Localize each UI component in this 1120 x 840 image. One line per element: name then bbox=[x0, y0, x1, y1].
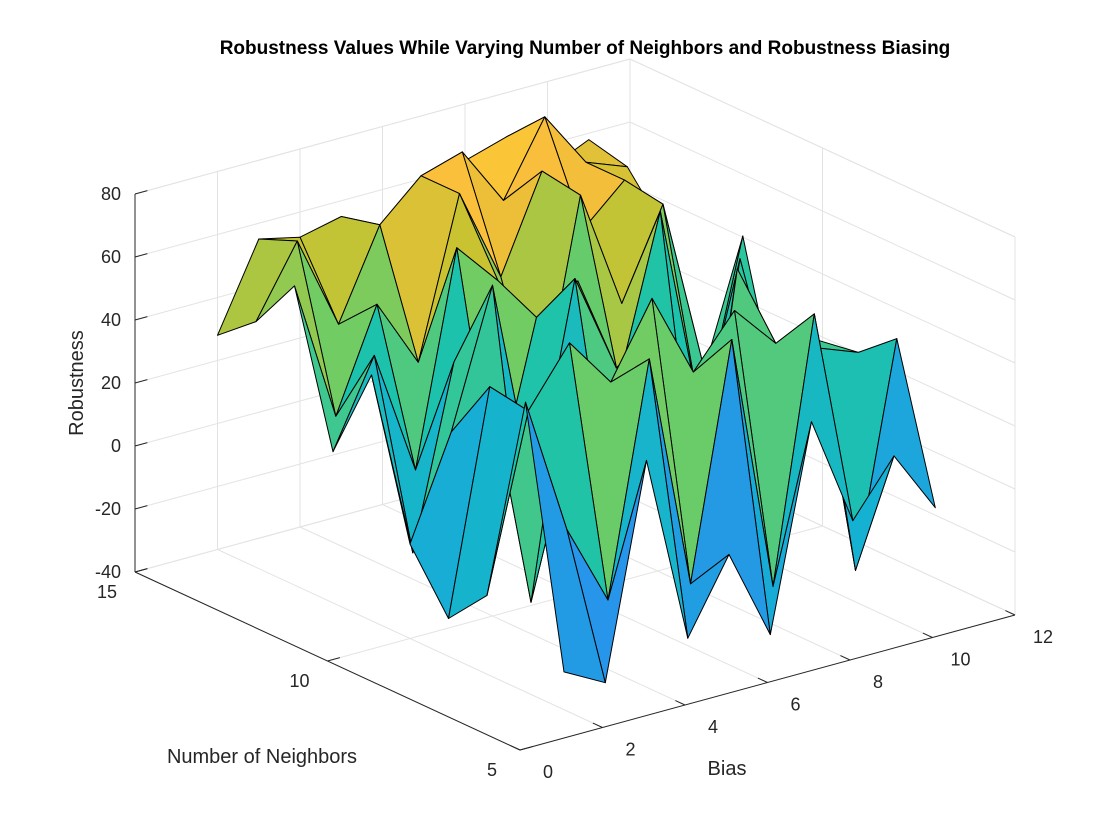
y-axis-label: Number of Neighbors bbox=[167, 746, 357, 768]
z-tick-mark bbox=[134, 316, 148, 321]
z-tick-label: -40 bbox=[95, 562, 121, 582]
y-tick-label: 5 bbox=[487, 760, 497, 780]
x-tick-label: 8 bbox=[873, 672, 883, 692]
z-tick-label: 20 bbox=[101, 373, 121, 393]
z-tick-mark bbox=[134, 253, 148, 258]
surface-face bbox=[525, 401, 606, 684]
grid-line bbox=[629, 58, 1016, 238]
x-tick-mark bbox=[922, 632, 933, 638]
grid-line bbox=[134, 58, 631, 195]
surface bbox=[217, 116, 936, 684]
x-tick-mark bbox=[1005, 610, 1016, 616]
chart-title: Robustness Values While Varying Number o… bbox=[220, 38, 951, 59]
y-tick-mark bbox=[327, 657, 341, 662]
x-tick-label: 0 bbox=[543, 762, 553, 782]
x-tick-label: 4 bbox=[708, 717, 718, 737]
y-tick-mark bbox=[519, 746, 533, 751]
x-tick-mark bbox=[840, 655, 851, 661]
x-tick-mark bbox=[757, 677, 768, 683]
z-tick-mark bbox=[134, 379, 148, 384]
x-axis-label: Bias bbox=[708, 758, 747, 780]
x-tick-label: 10 bbox=[950, 650, 970, 670]
x-tick-mark bbox=[675, 700, 686, 706]
axes: 0 2 4 6 8 10 12 5 10 15-40 -20 0 20 40 60 80 bbox=[95, 184, 1053, 782]
y-tick-label: 10 bbox=[289, 671, 309, 691]
z-tick-label: 40 bbox=[101, 310, 121, 330]
grid-line bbox=[629, 247, 1016, 427]
z-axis-label: Robustness bbox=[66, 330, 88, 436]
x-tick-label: 12 bbox=[1033, 627, 1053, 647]
x-tick-label: 6 bbox=[790, 695, 800, 715]
z-tick-label: 60 bbox=[101, 247, 121, 267]
grid-line bbox=[629, 121, 1016, 301]
x-tick-label: 2 bbox=[625, 740, 635, 760]
z-tick-label: 0 bbox=[111, 436, 121, 456]
z-tick-label: -20 bbox=[95, 499, 121, 519]
z-tick-label: 80 bbox=[101, 184, 121, 204]
x-tick-mark bbox=[592, 722, 603, 728]
z-tick-mark bbox=[134, 190, 148, 195]
x-tick-mark bbox=[510, 745, 521, 751]
y-tick-label: 15 bbox=[97, 582, 117, 602]
z-tick-mark bbox=[134, 505, 148, 510]
grid-line bbox=[629, 184, 1016, 364]
z-tick-mark bbox=[134, 568, 148, 573]
z-tick-mark bbox=[134, 442, 148, 447]
